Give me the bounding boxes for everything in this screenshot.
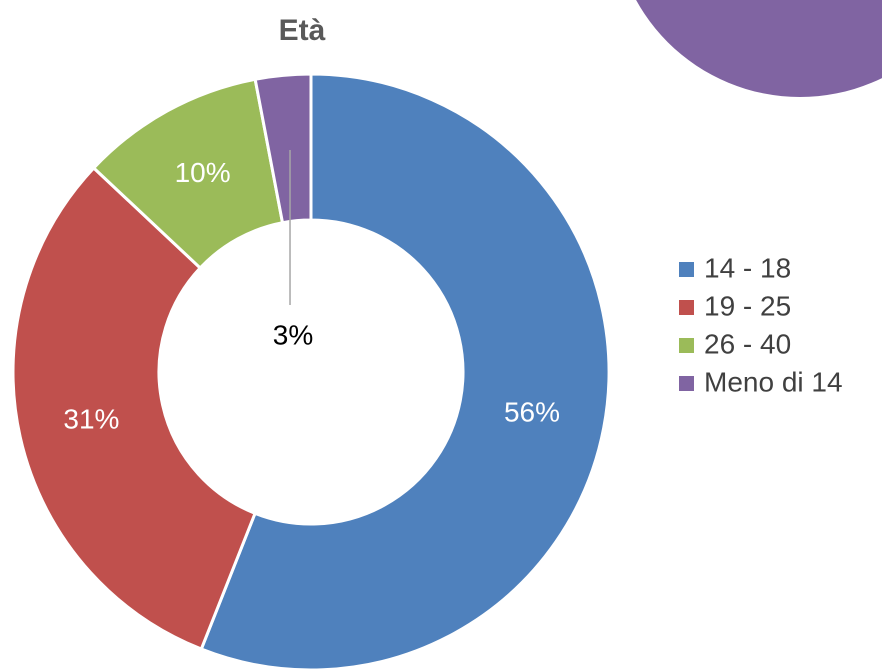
data-label: 10% [175, 157, 231, 188]
legend-label: 26 - 40 [704, 328, 791, 359]
legend-swatch [679, 300, 694, 315]
data-label: 31% [63, 403, 119, 434]
legend-label: 19 - 25 [704, 290, 791, 321]
chart-title: Età [279, 14, 326, 47]
legend-swatch [679, 262, 694, 277]
donut-slice [11, 165, 257, 652]
legend-swatch [679, 338, 694, 353]
data-label: 3% [273, 319, 313, 350]
legend-label: Meno di 14 [704, 366, 843, 397]
legend-swatch [679, 376, 694, 391]
donut-slice [199, 72, 611, 672]
data-label: 56% [504, 397, 560, 428]
decor-circle [636, 0, 882, 97]
donut-slice [253, 72, 313, 225]
legend-label: 14 - 18 [704, 252, 791, 283]
